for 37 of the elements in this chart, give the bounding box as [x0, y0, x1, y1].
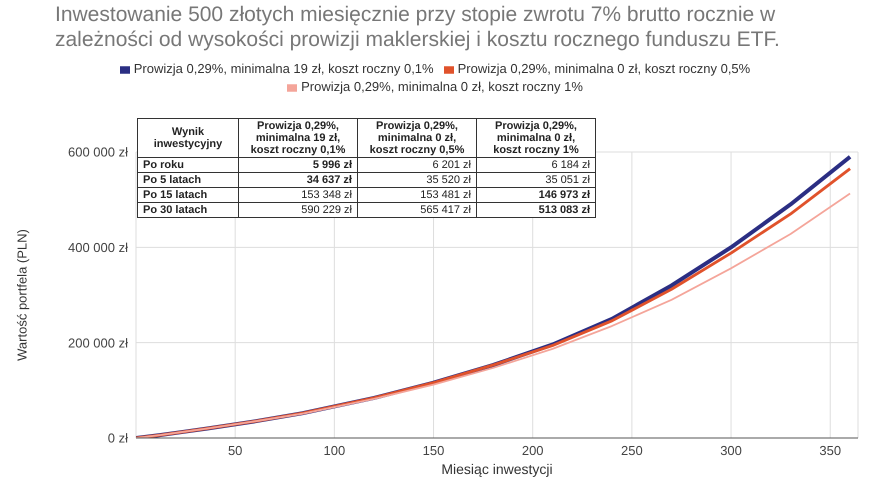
- legend-label: Prowizja 0,29%, minimalna 0 zł, koszt roczny 0,5%: [458, 61, 750, 76]
- annotation: 6 184 zł: [476, 158, 596, 172]
- annotation: Po 15 latach: [138, 188, 238, 202]
- annotation: 146 973 zł: [476, 188, 596, 202]
- legend-label: Prowizja 0,29%, minimalna 19 zł, koszt roczny 0,1%: [134, 61, 434, 76]
- annotation: Po 30 latach: [138, 202, 238, 218]
- annotation: 565 417 zł: [358, 202, 476, 218]
- chart-title: Inwestowanie 500 złotych miesięcznie przy stopie zwrotu 7% brutto rocznie w zależności od wysokości prowizji maklerskiej i kosztu rocznego funduszu ETF.: [55, 2, 781, 52]
- annotation: 153 481 zł: [358, 188, 476, 202]
- x-tick-label: 300: [720, 443, 742, 458]
- legend-label: Prowizja 0,29%, minimalna 0 zł, koszt roczny 1%: [301, 79, 583, 94]
- annotation: Po roku: [138, 158, 238, 172]
- y-tick-label: 200 000 zł: [68, 335, 128, 350]
- annotation: 590 229 zł: [238, 202, 358, 218]
- annotation: Po 5 latach: [138, 172, 238, 188]
- x-tick-label: 200: [522, 443, 544, 458]
- annotation: 5 996 zł: [238, 158, 358, 172]
- annotation: 35 520 zł: [358, 172, 476, 188]
- x-tick-label: 150: [422, 443, 444, 458]
- annotation: 34 637 zł: [238, 172, 358, 188]
- y-tick-label: 600 000 zł: [68, 144, 128, 160]
- y-axis-title: Wartość portfela (PLN): [14, 229, 30, 361]
- x-tick-label: 100: [324, 443, 346, 458]
- annotation: 35 051 zł: [476, 172, 596, 188]
- annotation: 513 083 zł: [476, 202, 596, 218]
- annotation: 6 201 zł: [358, 158, 476, 172]
- y-tick-label: 0 zł: [108, 430, 128, 446]
- annotation: Prowizja 0,29%, minimalna 19 zł, koszt roczny 0,1%: [238, 118, 358, 158]
- x-tick-label: 250: [621, 443, 643, 458]
- x-tick-label: 50: [228, 443, 242, 458]
- annotation: Prowizja 0,29%, minimalna 0 zł, koszt roczny 0,5%: [358, 118, 476, 158]
- annotation: Prowizja 0,29%, minimalna 0 zł, koszt roczny 1%: [476, 118, 596, 158]
- y-tick-label: 400 000 zł: [68, 240, 128, 255]
- annotation: 153 348 zł: [238, 188, 358, 202]
- x-tick-label: 350: [819, 443, 842, 458]
- x-axis-title: Miesiąc inwestycji: [441, 461, 553, 477]
- text: Wynik inwestycyjny: [138, 118, 238, 158]
